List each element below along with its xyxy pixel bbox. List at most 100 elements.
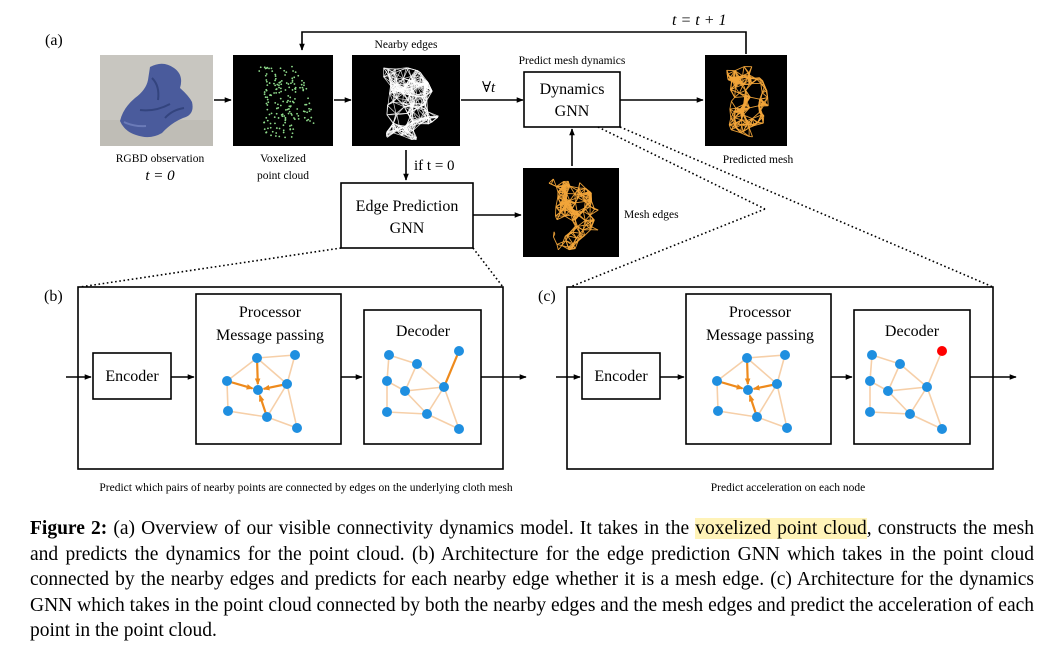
nearby-edges-label: Nearby edges [375, 39, 438, 51]
b-processor-line1: Processor [239, 304, 302, 321]
highlight-node [937, 346, 947, 356]
forall-label: ∀t [482, 80, 496, 96]
graph-node [743, 385, 753, 395]
graph-edge [716, 357, 748, 382]
dynamics-gnn-line1: Dynamics [540, 81, 605, 98]
c-encoder-box [581, 352, 661, 400]
graph-edge [227, 410, 268, 418]
predicted-mesh-edge [442, 350, 461, 388]
graph-edge [716, 380, 719, 412]
loop-label: t = t + 1 [672, 12, 726, 29]
graph-edge [256, 354, 296, 359]
panel-b-frame [77, 286, 504, 470]
b-processor-graph [222, 350, 302, 433]
graph-edge [756, 383, 778, 418]
panel-a-label: (a) [45, 32, 63, 49]
c-processor-line2: Message passing [706, 327, 814, 344]
voxel-label-line2: point cloud [257, 170, 309, 182]
panel-b-label: (b) [44, 288, 63, 305]
predicted-mesh-lines [726, 66, 769, 138]
caption-text-2: , constructs the mesh and predicts the d… [30, 518, 1034, 641]
diagram-canvas: (a) t = t + 1 RGBD observation t = 0 Vox… [44, 12, 1017, 494]
graph-node [253, 385, 263, 395]
dynamics-gnn-line2: GNN [555, 103, 590, 120]
graph-edge [869, 411, 911, 415]
voxel-points [258, 65, 315, 139]
graph-edge [286, 383, 298, 429]
b-encoder-box [92, 352, 172, 400]
b-processor-line2: Message passing [216, 327, 324, 344]
rgbd-image [100, 55, 213, 146]
c-decoder-label: Decoder [885, 323, 940, 340]
graph-edge [887, 390, 911, 415]
panel-c-frame [566, 286, 994, 470]
graph-node [772, 379, 782, 389]
edge-prediction-line1: Edge Prediction [356, 198, 459, 215]
graph-node [867, 350, 877, 360]
graph-node [412, 359, 422, 369]
graph-node [384, 350, 394, 360]
predict-dynamics-label: Predict mesh dynamics [519, 55, 626, 67]
caption-label: Figure 2: [30, 518, 108, 539]
graph-edge [746, 357, 778, 385]
graph-node [222, 376, 232, 386]
b-encoder-label: Encoder [105, 368, 159, 385]
c-encoder-label: Encoder [594, 368, 648, 385]
c-processor-graph [712, 350, 792, 433]
graph-edge [899, 363, 928, 388]
b-caption: Predict which pairs of nearby points are… [99, 482, 512, 494]
graph-node [937, 424, 947, 434]
c-caption: Predict acceleration on each node [711, 482, 866, 494]
graph-edge [887, 386, 928, 392]
nearby-edge-lines [383, 67, 439, 140]
graph-node [382, 376, 392, 386]
graph-edge [426, 386, 445, 415]
graph-node [922, 382, 932, 392]
graph-edge [909, 386, 928, 415]
edge-prediction-line2: GNN [390, 220, 425, 237]
graph-node [865, 407, 875, 417]
graph-node [223, 406, 233, 416]
graph-node [712, 376, 722, 386]
rgbd-label: RGBD observation [116, 153, 205, 165]
graph-node [883, 386, 893, 396]
graph-node [895, 359, 905, 369]
graph-node [782, 423, 792, 433]
graph-edge [266, 416, 298, 429]
graph-edge [266, 383, 288, 418]
b-decoder-graph [382, 346, 464, 434]
graph-node [439, 382, 449, 392]
mesh-edge-lines [548, 178, 599, 251]
graph-edge [416, 363, 445, 388]
graph-node [382, 407, 392, 417]
if-t0-label: if t = 0 [414, 158, 455, 174]
graph-node [292, 423, 302, 433]
graph-edge [426, 413, 460, 430]
dynamics-gnn-box [523, 71, 621, 128]
c-processor-line1: Processor [729, 304, 792, 321]
loop-arrow [299, 31, 747, 54]
graph-node [454, 346, 464, 356]
graph-node [252, 353, 262, 363]
graph-edge [404, 386, 445, 392]
graph-edge [926, 386, 943, 430]
graph-edge [756, 416, 788, 429]
figure-caption: Figure 2: (a) Overview of our visible co… [30, 516, 1034, 644]
zoom-lines [79, 126, 994, 288]
mesh-edges-label: Mesh edges [624, 209, 679, 221]
graph-edge [717, 410, 758, 418]
graph-node [262, 412, 272, 422]
caption-text-1: (a) Overview of our visible connectivity… [107, 518, 696, 539]
graph-edge [776, 354, 786, 385]
graph-edge [443, 386, 460, 430]
graph-node [400, 386, 410, 396]
graph-edge [256, 357, 288, 385]
graph-node [282, 379, 292, 389]
graph-node [780, 350, 790, 360]
graph-edge [226, 357, 258, 382]
graph-edge [926, 350, 943, 388]
graph-edge [776, 383, 788, 429]
c-decoder-graph [865, 346, 947, 434]
graph-node [905, 409, 915, 419]
